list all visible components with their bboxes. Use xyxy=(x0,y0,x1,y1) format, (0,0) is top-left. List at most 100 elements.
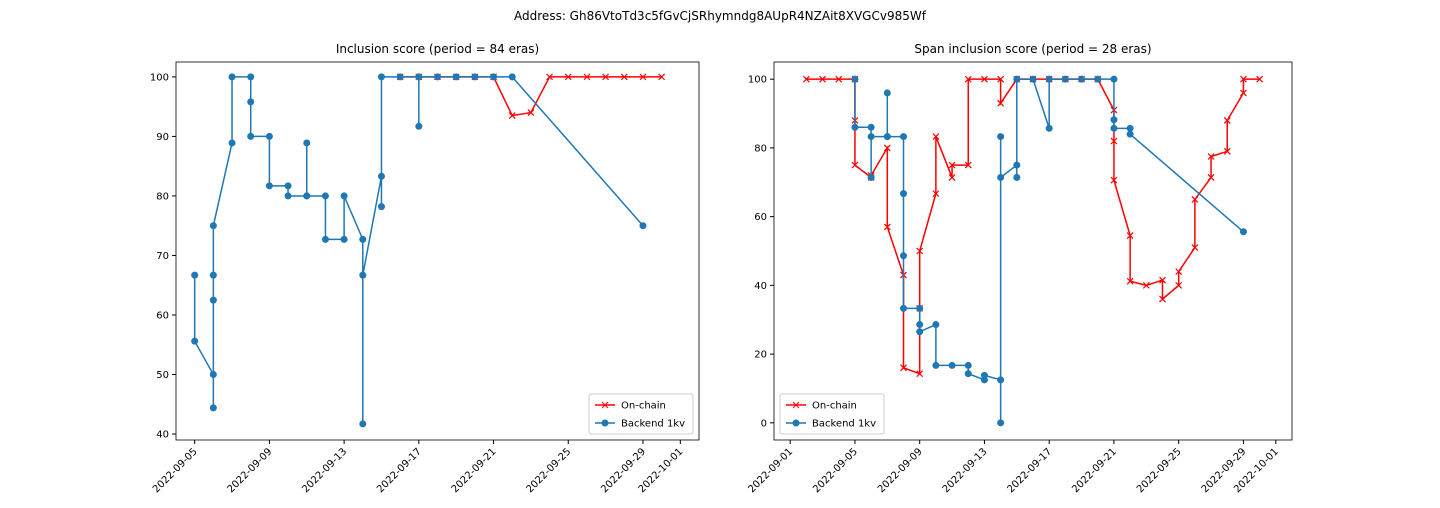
marker xyxy=(359,235,367,243)
marker xyxy=(247,132,255,140)
legend-label: Backend 1kv xyxy=(621,419,685,430)
y-tick-label: 60 xyxy=(754,212,767,223)
marker xyxy=(340,235,348,243)
marker xyxy=(583,73,591,81)
marker xyxy=(1191,196,1199,203)
marker xyxy=(415,73,423,81)
marker xyxy=(932,321,940,329)
marker xyxy=(819,75,826,83)
marker xyxy=(916,304,924,312)
legend-marker xyxy=(792,419,800,427)
figure-title: Address: Gh86VtoTd3c5fGvCjSRhymndg8AUpR4… xyxy=(514,9,927,23)
marker xyxy=(867,133,875,141)
marker xyxy=(1126,130,1134,138)
marker xyxy=(1126,124,1134,132)
marker xyxy=(883,133,891,141)
y-tick-label: 90 xyxy=(156,132,169,143)
marker xyxy=(997,173,1005,181)
legend: On-chain Backend 1kv xyxy=(588,393,694,435)
y-tick-label: 100 xyxy=(748,75,767,86)
marker xyxy=(867,123,875,131)
axes-title: Span inclusion score (period = 28 eras) xyxy=(914,42,1151,56)
y-tick-label: 70 xyxy=(156,251,169,262)
marker xyxy=(191,337,199,345)
marker xyxy=(802,75,810,83)
marker xyxy=(415,122,423,130)
marker xyxy=(508,73,516,81)
marker xyxy=(303,192,311,200)
marker xyxy=(932,133,940,140)
marker xyxy=(964,370,972,378)
legend-marker xyxy=(792,401,800,409)
marker xyxy=(265,182,273,190)
marker xyxy=(883,144,891,152)
marker xyxy=(997,376,1005,384)
marker xyxy=(1029,75,1037,83)
y-tick-label: 40 xyxy=(754,281,767,292)
marker xyxy=(527,109,535,117)
marker xyxy=(900,304,907,312)
marker xyxy=(1239,228,1247,236)
marker xyxy=(471,73,479,81)
marker xyxy=(916,328,924,336)
marker xyxy=(321,235,329,243)
axes-frame xyxy=(773,61,1293,441)
legend-marker xyxy=(601,401,609,409)
y-tick-label: 50 xyxy=(156,370,169,381)
marker xyxy=(997,75,1005,83)
marker xyxy=(916,370,924,378)
marker xyxy=(434,73,441,81)
marker xyxy=(1110,116,1118,124)
marker xyxy=(209,271,217,279)
marker xyxy=(1110,176,1118,184)
marker xyxy=(546,73,553,81)
legend-box xyxy=(588,393,694,435)
marker xyxy=(620,73,628,81)
marker xyxy=(948,174,956,181)
marker xyxy=(1110,137,1118,145)
y-tick-label: 60 xyxy=(156,310,169,321)
marker xyxy=(247,98,255,106)
marker xyxy=(1078,75,1086,83)
marker xyxy=(964,161,972,169)
marker xyxy=(1110,75,1118,83)
legend-label: On-chain xyxy=(812,401,857,412)
marker xyxy=(1240,75,1247,83)
legend-label: Backend 1kv xyxy=(812,419,876,430)
marker xyxy=(900,364,907,372)
marker xyxy=(359,271,367,279)
marker xyxy=(639,222,647,230)
y-tick-label: 80 xyxy=(754,143,767,154)
legend: On-chain Backend 1kv xyxy=(779,393,885,435)
marker xyxy=(265,132,273,140)
marker xyxy=(964,75,972,83)
marker xyxy=(564,73,572,81)
marker xyxy=(359,420,367,428)
marker xyxy=(191,271,199,279)
marker xyxy=(321,192,329,200)
marker xyxy=(916,247,924,255)
marker xyxy=(948,161,956,169)
marker xyxy=(209,296,217,304)
marker xyxy=(228,73,236,81)
marker xyxy=(1061,75,1069,83)
marker xyxy=(1159,276,1166,284)
marker xyxy=(1240,89,1247,97)
marker xyxy=(1207,174,1215,181)
marker xyxy=(1223,147,1231,155)
marker xyxy=(1094,75,1102,83)
marker xyxy=(1207,153,1215,160)
marker xyxy=(867,173,875,181)
marker xyxy=(997,419,1005,427)
marker xyxy=(1223,116,1231,124)
marker xyxy=(284,182,292,190)
marker xyxy=(377,73,385,81)
legend-box xyxy=(779,393,885,435)
marker xyxy=(396,73,404,81)
legend-label: On-chain xyxy=(621,401,666,412)
marker xyxy=(851,75,859,83)
y-tick-label: 80 xyxy=(156,191,169,202)
y-tick-label: 20 xyxy=(754,350,767,361)
